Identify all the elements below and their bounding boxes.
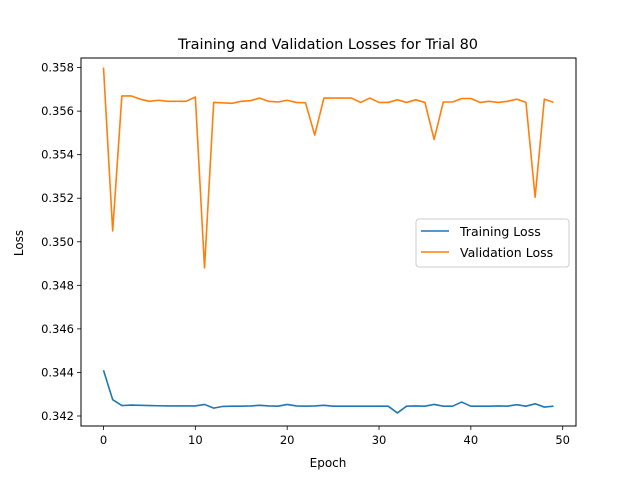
legend-box [415, 218, 570, 268]
x-tick-label: 0 [100, 433, 107, 447]
series-layer [102, 67, 554, 414]
legend: Training Loss Validation Loss [415, 218, 570, 268]
series-line-training-loss [102, 370, 554, 414]
series-line-validation-loss [102, 67, 554, 269]
y-tick-label: 0.342 [41, 409, 74, 423]
y-tick-label: 0.352 [41, 191, 74, 205]
x-tick-label: 30 [372, 433, 387, 447]
x-tick-label: 40 [464, 433, 479, 447]
y-tick-label: 0.356 [41, 104, 74, 118]
y-axis-ticks: 0.342 0.344 0.346 0.348 0.350 0.352 0.354 0.356… [41, 61, 81, 423]
y-tick-label: 0.354 [41, 148, 74, 162]
x-axis-label: Epoch [310, 456, 347, 470]
y-axis-label: Loss [12, 230, 26, 256]
x-tick-label: 10 [188, 433, 203, 447]
y-tick-label: 0.350 [41, 235, 74, 249]
legend-label-training: Training Loss [459, 224, 541, 239]
x-tick-label: 20 [280, 433, 295, 447]
y-tick-label: 0.358 [41, 61, 74, 75]
legend-label-validation: Validation Loss [460, 245, 553, 260]
y-tick-label: 0.348 [41, 278, 74, 292]
x-axis-ticks: 0 10 20 30 40 50 [100, 426, 570, 447]
x-tick-label: 50 [555, 433, 570, 447]
chart-title: Training and Validation Losses for Trial… [177, 37, 478, 53]
y-tick-label: 0.346 [41, 322, 74, 336]
y-tick-label: 0.344 [41, 365, 74, 379]
